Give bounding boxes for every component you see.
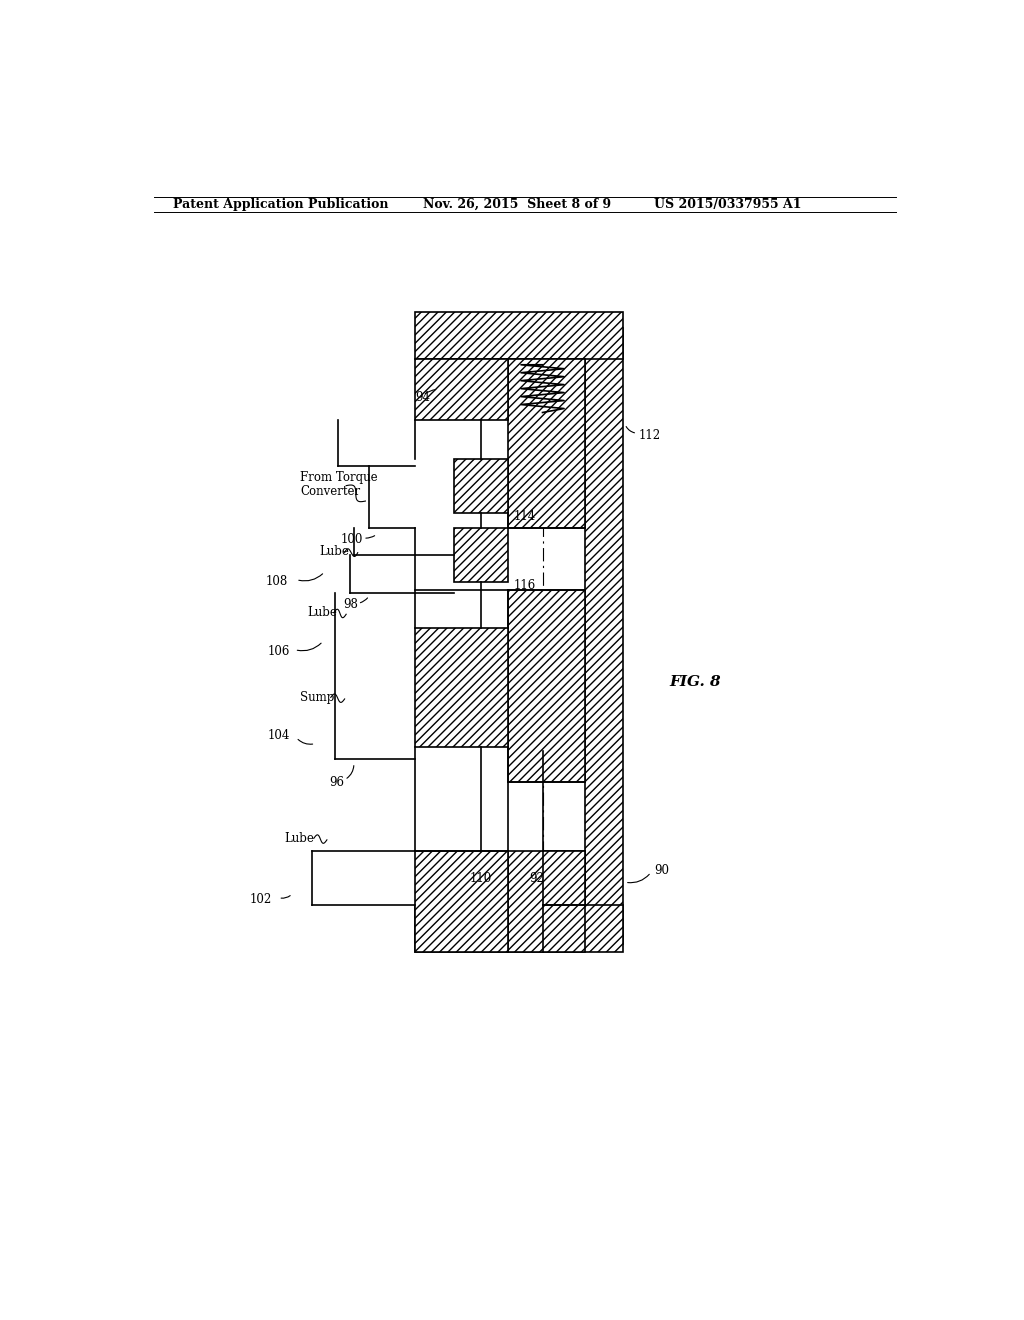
Bar xyxy=(508,851,585,952)
Text: 112: 112 xyxy=(639,429,660,442)
Text: US 2015/0337955 A1: US 2015/0337955 A1 xyxy=(654,198,802,211)
Text: Patent Application Publication: Patent Application Publication xyxy=(173,198,388,211)
Text: 98: 98 xyxy=(343,598,357,611)
Text: Sump: Sump xyxy=(300,690,334,704)
Text: 100: 100 xyxy=(341,533,364,546)
Text: 116: 116 xyxy=(513,579,536,593)
Text: 92: 92 xyxy=(529,871,545,884)
Text: 102: 102 xyxy=(250,892,272,906)
Text: Lube: Lube xyxy=(285,832,314,845)
Text: Nov. 26, 2015  Sheet 8 of 9: Nov. 26, 2015 Sheet 8 of 9 xyxy=(423,198,611,211)
Bar xyxy=(416,313,624,359)
Text: From Torque: From Torque xyxy=(300,471,378,484)
Bar xyxy=(585,327,624,944)
Bar xyxy=(508,359,585,528)
Text: 94: 94 xyxy=(416,391,430,404)
Bar xyxy=(416,628,508,747)
Text: 110: 110 xyxy=(469,871,492,884)
Bar xyxy=(454,528,508,582)
Text: 106: 106 xyxy=(267,644,290,657)
Text: Lube: Lube xyxy=(307,606,338,619)
Text: 104: 104 xyxy=(267,730,290,742)
Text: Lube: Lube xyxy=(319,545,349,557)
Text: 90: 90 xyxy=(654,865,669,878)
Bar xyxy=(508,590,585,781)
Text: FIG. 8: FIG. 8 xyxy=(670,675,721,689)
Text: Converter: Converter xyxy=(300,484,360,498)
Bar xyxy=(543,851,585,906)
Bar xyxy=(416,906,624,952)
Bar xyxy=(416,851,508,952)
Bar xyxy=(416,359,508,420)
Text: 96: 96 xyxy=(330,776,345,788)
Text: 108: 108 xyxy=(265,576,288,589)
Bar xyxy=(454,459,508,512)
Text: 114: 114 xyxy=(513,510,536,523)
